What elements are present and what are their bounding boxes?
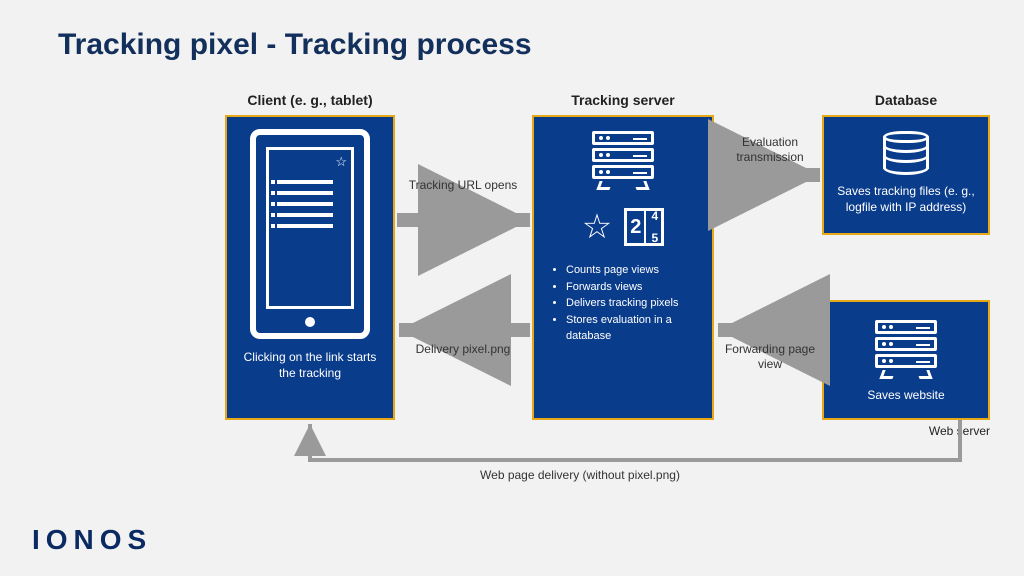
database-icon — [883, 131, 929, 175]
star-icon: ☆ — [335, 154, 347, 170]
ionos-logo: IONOS — [32, 524, 152, 556]
arrow-label-evaluation: Evaluation transmission — [720, 135, 820, 165]
server-bullet-list: Counts page views Forwards views Deliver… — [534, 246, 712, 345]
server-icon — [592, 131, 654, 190]
arrow-label-tracking-url: Tracking URL opens — [408, 178, 518, 193]
star-icon: ☆ — [582, 210, 612, 244]
client-node: ☆ Clicking on the link starts the tracki… — [225, 115, 395, 420]
database-caption: Saves tracking files (e. g., logfile wit… — [824, 183, 988, 215]
arrow-label-delivery-pixel: Delivery pixel.png — [408, 342, 518, 357]
server-bullet: Delivers tracking pixels — [566, 295, 696, 312]
client-column-label: Client (e. g., tablet) — [225, 92, 395, 108]
server-node: ☆ 2 4 5 Counts page views Forwards views… — [532, 115, 714, 420]
arrows-layer — [0, 0, 1024, 576]
counter-icon: 2 4 5 — [624, 208, 664, 246]
server-icon — [875, 320, 937, 379]
server-bullet: Stores evaluation in a database — [566, 312, 696, 345]
database-node: Saves tracking files (e. g., logfile wit… — [822, 115, 990, 235]
webserver-column-label: Web server — [822, 424, 990, 438]
database-column-label: Database — [822, 92, 990, 108]
page-title: Tracking pixel - Tracking process — [58, 28, 532, 62]
webserver-node: Saves website — [822, 300, 990, 420]
server-column-label: Tracking server — [532, 92, 714, 108]
client-caption: Clicking on the link starts the tracking — [227, 349, 393, 381]
tablet-icon: ☆ — [250, 129, 370, 339]
server-bullet: Counts page views — [566, 262, 696, 279]
arrow-label-webpage-delivery: Web page delivery (without pixel.png) — [430, 468, 730, 483]
webserver-caption: Saves website — [824, 387, 988, 403]
server-bullet: Forwards views — [566, 279, 696, 296]
arrow-label-forwarding: Forwarding page view — [720, 342, 820, 372]
